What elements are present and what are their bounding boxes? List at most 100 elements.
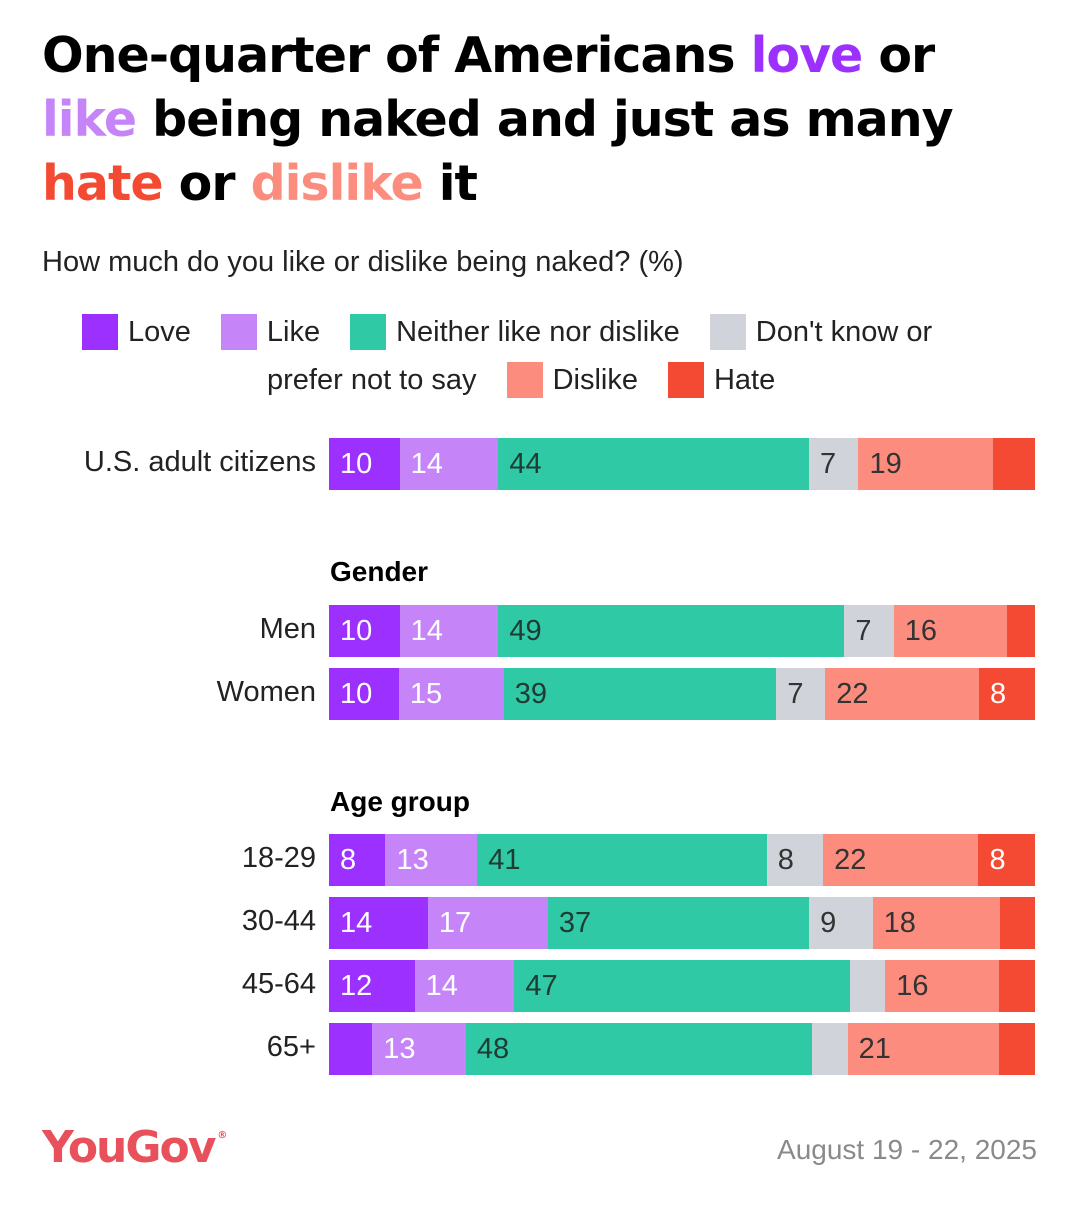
data-label: 8 bbox=[990, 677, 1007, 710]
data-label: 9 bbox=[820, 906, 837, 939]
legend-item: Don't know or bbox=[709, 314, 933, 350]
data-label: 16 bbox=[896, 969, 929, 1002]
bar-segment: 41 bbox=[477, 834, 767, 886]
row-label: 65+ bbox=[266, 1031, 316, 1063]
bar-segment: 21 bbox=[847, 1023, 999, 1075]
data-label: 37 bbox=[558, 906, 592, 939]
bar-segment: 14 bbox=[414, 960, 515, 1012]
legend-label: Love bbox=[128, 315, 191, 348]
bar-segment: 18 bbox=[872, 897, 1000, 949]
data-label: 13 bbox=[383, 1032, 416, 1065]
bar-segment: 47 bbox=[514, 960, 850, 1012]
bar-segment: 44 bbox=[498, 438, 810, 490]
data-label: 19 bbox=[869, 447, 902, 480]
data-label: 13 bbox=[396, 843, 429, 876]
data-label: 12 bbox=[340, 969, 373, 1002]
data-label: 18 bbox=[883, 906, 916, 939]
data-label: 39 bbox=[514, 677, 547, 710]
legend-row: Love Like Neither like nor dislike Don't kn… bbox=[82, 314, 962, 350]
row-label: 30-44 bbox=[241, 905, 316, 937]
headline-part: One-quarter of Americans bbox=[42, 27, 751, 84]
data-label: 22 bbox=[834, 843, 867, 876]
legend-label: prefer not to say bbox=[267, 363, 477, 396]
survey-date: August 19 - 22, 2025 bbox=[777, 1134, 1037, 1165]
bar-segment: 14 bbox=[329, 897, 428, 949]
legend-label: Don't know or bbox=[755, 315, 933, 348]
data-label: 7 bbox=[787, 677, 804, 710]
bar-segment: 7 bbox=[776, 668, 826, 720]
bar-segment bbox=[329, 1023, 373, 1075]
bar-segment: 10 bbox=[329, 438, 400, 490]
data-label: 16 bbox=[904, 614, 938, 647]
legend-swatch bbox=[506, 362, 543, 398]
headline-part: or bbox=[862, 27, 951, 84]
bar-segment: 7 bbox=[809, 438, 859, 490]
bar-segment: 9 bbox=[809, 897, 873, 949]
logo-registered-mark: ® bbox=[217, 1130, 228, 1141]
headline-part: love bbox=[750, 27, 864, 84]
stacked-bar: 10 14 49 7 16 bbox=[329, 605, 1035, 657]
bar-segment bbox=[999, 897, 1035, 949]
row-label: Women bbox=[216, 676, 316, 708]
bar-segment: 12 bbox=[329, 960, 415, 1012]
bar-segment: 16 bbox=[893, 605, 1007, 657]
bar-segment: 15 bbox=[398, 668, 504, 720]
legend-swatch bbox=[220, 314, 257, 350]
data-label: 7 bbox=[820, 447, 837, 480]
legend-swatch bbox=[350, 314, 387, 350]
bar-segment: 13 bbox=[372, 1023, 466, 1075]
bar-segment: 10 bbox=[329, 668, 399, 720]
headline-part: being naked and just as many bbox=[136, 91, 969, 148]
bar-segment bbox=[992, 438, 1035, 490]
logo-text: YouGov bbox=[42, 1122, 216, 1173]
bar-segment: 16 bbox=[885, 960, 1000, 1012]
legend-label: Dislike bbox=[552, 363, 638, 396]
legend-swatch bbox=[82, 314, 118, 350]
data-label: 47 bbox=[525, 969, 558, 1002]
row-label: Men bbox=[259, 613, 316, 645]
data-label: 10 bbox=[340, 447, 373, 480]
bar-segment: 14 bbox=[399, 438, 499, 490]
headline-part: hate bbox=[42, 155, 164, 212]
bar-segment: 19 bbox=[858, 438, 993, 490]
data-label: 49 bbox=[509, 614, 542, 647]
data-label: 48 bbox=[476, 1032, 510, 1065]
headline-part: like bbox=[42, 91, 137, 148]
data-label: 21 bbox=[858, 1032, 891, 1065]
bar-segment bbox=[1006, 605, 1035, 657]
data-label: 22 bbox=[836, 677, 869, 710]
headline-part: dislike bbox=[250, 155, 424, 212]
bar-segment: 14 bbox=[399, 605, 499, 657]
data-label: 14 bbox=[425, 969, 458, 1002]
bar-segment bbox=[811, 1023, 848, 1075]
data-label: 41 bbox=[488, 843, 521, 876]
stacked-bar: 8 13 41 8 22 8 bbox=[329, 834, 1035, 886]
data-label: 14 bbox=[410, 614, 443, 647]
legend-item: Hate bbox=[667, 362, 776, 398]
bar-segment: 37 bbox=[547, 897, 810, 949]
data-label: 17 bbox=[438, 906, 472, 939]
legend-row: prefer not to say Dislike Hate bbox=[267, 362, 805, 398]
data-label: 7 bbox=[855, 614, 872, 647]
bar-segment: 8 bbox=[329, 834, 386, 886]
data-label: 14 bbox=[410, 447, 443, 480]
stacked-bar: 10 14 44 7 19 bbox=[329, 438, 1035, 490]
data-label: 8 bbox=[340, 843, 357, 876]
data-label: 15 bbox=[409, 677, 443, 710]
group-title: Gender bbox=[330, 556, 429, 587]
data-label: 44 bbox=[509, 447, 542, 480]
headline-part: or bbox=[162, 155, 251, 212]
bar-segment: 39 bbox=[503, 668, 777, 720]
legend-swatch bbox=[667, 362, 704, 398]
bar-segment bbox=[849, 960, 886, 1012]
data-label: 8 bbox=[777, 843, 794, 876]
bar-segment: 49 bbox=[498, 605, 845, 657]
stacked-bar: 12 14 47 16 bbox=[329, 960, 1035, 1012]
bar-segment: 7 bbox=[844, 605, 894, 657]
row-label: U.S. adult citizens bbox=[83, 446, 316, 478]
headline-part: it bbox=[422, 155, 478, 212]
legend-label: Hate bbox=[713, 363, 776, 396]
group-title: Age group bbox=[330, 786, 470, 817]
legend-item: prefer not to say bbox=[267, 364, 477, 397]
data-label: 8 bbox=[989, 843, 1006, 876]
